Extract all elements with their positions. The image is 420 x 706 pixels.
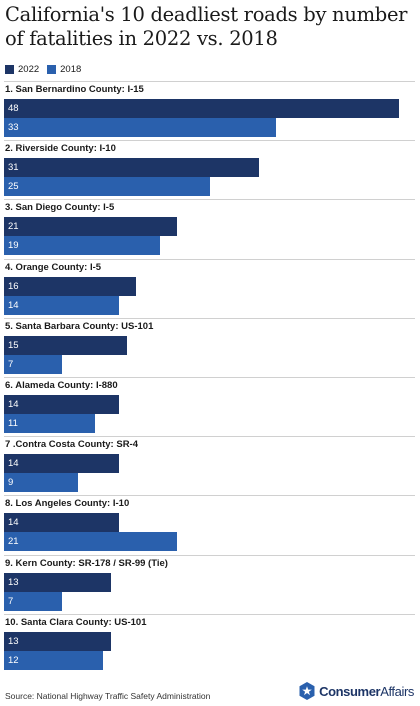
group-divider — [4, 613, 415, 615]
logo-bold-text: Consumer — [319, 683, 381, 699]
group-divider — [4, 554, 415, 556]
bar-value-label: 13 — [8, 635, 19, 647]
bar-2022: 31 — [4, 158, 260, 178]
bar-value-label: 33 — [8, 122, 19, 133]
bar-value-label: 13 — [8, 576, 19, 588]
bar-value-label: 7 — [8, 358, 14, 370]
bar-2022: 14 — [4, 395, 120, 414]
bar-2018: 9 — [4, 473, 79, 493]
group-divider — [4, 436, 415, 438]
bar-value-label: 19 — [8, 240, 19, 252]
category-label: 5. Santa Barbara County: US-101 — [5, 320, 154, 332]
group-divider — [4, 495, 415, 497]
category-label: 6. Alameda County: I-880 — [5, 380, 118, 391]
legend-swatch-2022 — [5, 64, 14, 74]
legend-label-2022: 2022 — [18, 63, 40, 75]
bar-value-label: 25 — [8, 181, 19, 193]
bar-2022: 14 — [4, 454, 120, 474]
logo-light-text: Affairs — [380, 683, 414, 699]
category-label: 4. Orange County: I-5 — [5, 261, 102, 273]
bar-value-label: 7 — [8, 595, 14, 607]
bar-2018: 33 — [4, 118, 276, 137]
bar-2018: 25 — [4, 177, 210, 197]
bar-value-label: 21 — [8, 221, 19, 233]
legend: 2022 2018 — [5, 62, 89, 76]
group-divider — [4, 258, 415, 260]
bar-2022: 48 — [4, 99, 399, 118]
bar-2018: 21 — [4, 532, 177, 552]
bar-2018: 14 — [4, 295, 120, 315]
chart-title: California's 10 deadliest roads by numbe… — [5, 3, 408, 50]
bar-value-label: 14 — [8, 517, 19, 529]
group-divider — [4, 377, 415, 378]
category-label: 2. Riverside County: I-10 — [5, 143, 116, 155]
bar-2018: 12 — [4, 650, 103, 670]
bar-2018: 19 — [4, 236, 161, 256]
category-label: 10. Santa Clara County: US-101 — [5, 616, 147, 628]
bar-value-label: 16 — [8, 280, 19, 292]
bar-2022: 13 — [4, 631, 111, 651]
category-label: 1. San Bernardino County: I-15 — [5, 84, 144, 95]
consumeraffairs-logo: ConsumerAffairs — [299, 682, 414, 700]
bar-2018: 11 — [4, 414, 95, 433]
bar-value-label: 14 — [8, 399, 19, 410]
bar-value-label: 14 — [8, 458, 19, 470]
category-label: 7 .Contra Costa County: SR-4 — [5, 439, 139, 451]
group-divider — [4, 199, 415, 201]
category-label: 3. San Diego County: I-5 — [5, 202, 115, 214]
category-label: 8. Los Angeles County: I-10 — [5, 498, 130, 510]
bar-value-label: 48 — [8, 103, 19, 114]
star-badge-icon — [299, 682, 315, 700]
legend-label-2018: 2018 — [60, 63, 82, 75]
bar-2022: 13 — [4, 572, 111, 592]
category-label: 9. Kern County: SR-178 / SR-99 (Tie) — [5, 557, 168, 569]
bar-value-label: 12 — [8, 654, 19, 666]
bar-2018: 7 — [4, 354, 62, 374]
bar-value-label: 21 — [8, 536, 19, 548]
legend-item-2022: 2022 — [5, 64, 39, 75]
logo-wordmark: ConsumerAffairs — [319, 684, 414, 699]
source-note: Source: National Highway Traffic Safety … — [5, 691, 211, 701]
bar-2022: 14 — [4, 513, 120, 533]
group-divider — [4, 317, 415, 319]
bar-value-label: 14 — [8, 299, 19, 311]
group-divider — [4, 140, 415, 142]
legend-item-2018: 2018 — [47, 64, 81, 75]
legend-swatch-2018 — [47, 64, 57, 74]
bar-value-label: 31 — [8, 162, 19, 174]
bar-value-label: 11 — [8, 418, 18, 429]
bar-2018: 7 — [4, 591, 62, 611]
bar-2022: 16 — [4, 276, 136, 296]
bar-2022: 15 — [4, 335, 128, 355]
group-divider — [4, 81, 415, 82]
bar-value-label: 9 — [8, 477, 14, 489]
bar-2022: 21 — [4, 217, 177, 237]
bar-value-label: 15 — [8, 339, 19, 351]
